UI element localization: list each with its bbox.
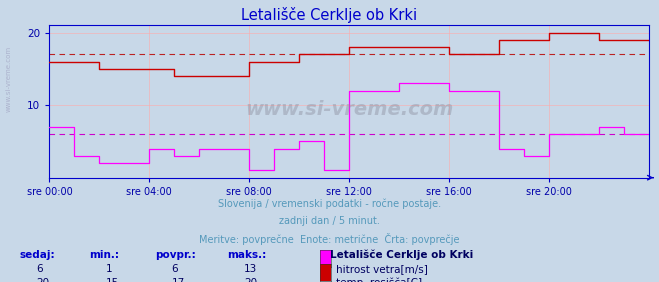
Text: 6: 6	[36, 264, 43, 274]
Text: Meritve: povprečne  Enote: metrične  Črta: povprečje: Meritve: povprečne Enote: metrične Črta:…	[199, 233, 460, 245]
Text: povpr.:: povpr.:	[155, 250, 196, 259]
Text: www.si-vreme.com: www.si-vreme.com	[5, 46, 11, 112]
Text: Letališče Cerklje ob Krki: Letališče Cerklje ob Krki	[241, 7, 418, 23]
Text: zadnji dan / 5 minut.: zadnji dan / 5 minut.	[279, 216, 380, 226]
Text: min.:: min.:	[89, 250, 119, 259]
Text: sedaj:: sedaj:	[20, 250, 55, 259]
Text: Slovenija / vremenski podatki - ročne postaje.: Slovenija / vremenski podatki - ročne po…	[218, 199, 441, 209]
Text: 20: 20	[244, 278, 257, 282]
Text: maks.:: maks.:	[227, 250, 267, 259]
Text: 1: 1	[105, 264, 112, 274]
Text: 13: 13	[244, 264, 257, 274]
Text: 15: 15	[105, 278, 119, 282]
Text: www.si-vreme.com: www.si-vreme.com	[245, 100, 453, 119]
Text: hitrost vetra[m/s]: hitrost vetra[m/s]	[336, 264, 428, 274]
Text: 20: 20	[36, 278, 49, 282]
Text: 17: 17	[171, 278, 185, 282]
Text: 6: 6	[171, 264, 178, 274]
Text: temp. rosišča[C]: temp. rosišča[C]	[336, 278, 422, 282]
Text: Letališče Cerklje ob Krki: Letališče Cerklje ob Krki	[330, 250, 473, 260]
